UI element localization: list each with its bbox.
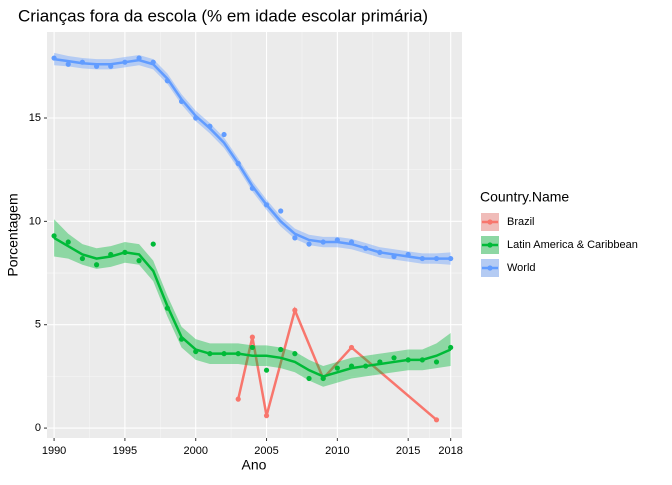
legend-label: Latin America & Caribbean <box>507 239 638 251</box>
point <box>448 344 454 351</box>
point <box>122 249 128 255</box>
point <box>178 336 185 342</box>
x-tick-label: 2005 <box>254 445 278 457</box>
point <box>292 235 298 241</box>
smooth-line <box>53 236 452 378</box>
legend-key-point <box>487 265 493 271</box>
point <box>292 307 298 313</box>
y-tick-label: 0 <box>35 422 41 434</box>
x-tick-label: 2015 <box>396 445 420 457</box>
point <box>51 55 57 61</box>
point <box>433 359 440 365</box>
point <box>249 185 255 191</box>
point <box>221 351 227 357</box>
point <box>93 262 100 268</box>
point <box>235 396 241 402</box>
point <box>320 375 326 382</box>
y-tick-label: 15 <box>29 112 41 124</box>
x-tick-label: 1990 <box>42 445 66 457</box>
point <box>391 253 397 260</box>
point <box>348 363 355 369</box>
point <box>433 255 440 262</box>
point <box>122 59 128 65</box>
point <box>433 417 440 423</box>
point <box>235 351 241 357</box>
point <box>136 55 142 61</box>
point <box>263 413 270 419</box>
point <box>164 78 170 84</box>
point <box>108 63 114 69</box>
point <box>108 251 114 258</box>
point <box>164 305 170 311</box>
point <box>136 258 142 264</box>
point <box>93 63 100 69</box>
point <box>419 255 425 262</box>
point <box>150 59 156 65</box>
point <box>334 365 340 371</box>
legend-key-point <box>487 219 493 225</box>
point <box>193 115 199 121</box>
panel <box>47 32 462 438</box>
point <box>235 160 241 167</box>
confidence-band <box>54 219 451 387</box>
x-tick-label: 1995 <box>113 445 137 457</box>
point <box>278 208 284 214</box>
point <box>263 202 270 208</box>
point <box>377 359 383 365</box>
point <box>249 334 255 340</box>
x-tick-label: 2000 <box>183 445 207 457</box>
legend-label: Brazil <box>507 216 535 228</box>
legend-key-point <box>487 242 493 248</box>
point <box>405 251 411 258</box>
point <box>51 233 57 239</box>
y-tick-label: 10 <box>29 215 41 227</box>
point <box>150 241 156 247</box>
point <box>207 123 213 129</box>
point <box>306 241 312 247</box>
point <box>263 367 270 373</box>
point <box>405 357 411 363</box>
point <box>334 237 340 243</box>
legend-title: Country.Name <box>480 189 569 205</box>
point <box>363 363 369 369</box>
point <box>65 61 71 67</box>
point <box>249 344 255 351</box>
point <box>65 239 71 245</box>
point <box>363 245 369 251</box>
x-tick-label: 2018 <box>438 445 462 457</box>
x-axis-title: Ano <box>242 457 267 473</box>
point <box>377 249 383 255</box>
point <box>448 255 454 262</box>
point <box>79 255 86 262</box>
legend-label: World <box>507 262 536 274</box>
point <box>419 357 425 363</box>
point <box>348 344 355 351</box>
point <box>292 351 298 357</box>
point <box>278 346 284 353</box>
chart-title: Crianças fora da escola (% em idade esco… <box>18 6 428 25</box>
point <box>207 351 213 357</box>
point <box>320 239 326 245</box>
y-tick-label: 5 <box>35 319 41 331</box>
point <box>221 131 227 138</box>
point <box>348 239 355 245</box>
point <box>391 355 397 361</box>
point <box>193 348 199 355</box>
point <box>79 59 86 65</box>
point <box>306 375 312 382</box>
point <box>178 98 185 105</box>
y-axis-title: Porcentagem <box>5 193 21 276</box>
x-tick-label: 2010 <box>325 445 349 457</box>
